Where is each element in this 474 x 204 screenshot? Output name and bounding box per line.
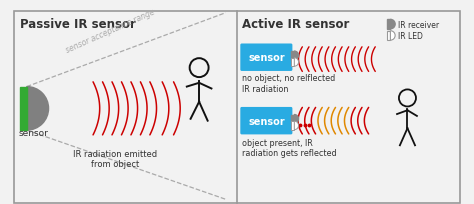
Wedge shape — [294, 58, 299, 67]
Wedge shape — [391, 20, 395, 30]
Text: sensor: sensor — [18, 128, 48, 137]
Text: Passive IR sensor: Passive IR sensor — [20, 17, 136, 30]
Wedge shape — [294, 115, 299, 123]
Text: sensor: sensor — [248, 53, 285, 63]
FancyBboxPatch shape — [240, 44, 292, 72]
Text: no object, no relflected
IR radiation: no object, no relflected IR radiation — [242, 74, 335, 93]
Bar — [20, 87, 27, 131]
FancyBboxPatch shape — [240, 108, 292, 135]
Text: IR radiation emitted
from object: IR radiation emitted from object — [73, 149, 157, 169]
Wedge shape — [294, 52, 299, 60]
Text: IR LED: IR LED — [398, 32, 423, 41]
Text: sensor acceptance range: sensor acceptance range — [64, 8, 156, 55]
Bar — [387, 32, 391, 41]
Text: object present, IR
radiation gets reflected: object present, IR radiation gets reflec… — [242, 138, 337, 157]
Text: IR receiver: IR receiver — [398, 20, 439, 29]
Text: Active IR sensor: Active IR sensor — [242, 17, 349, 30]
Bar — [291, 115, 294, 123]
Wedge shape — [391, 32, 395, 41]
Text: sensor: sensor — [248, 116, 285, 126]
Bar — [291, 52, 294, 60]
Wedge shape — [27, 87, 48, 131]
Bar — [291, 58, 294, 67]
Bar — [291, 122, 294, 130]
Wedge shape — [294, 122, 299, 130]
Bar — [387, 20, 391, 30]
